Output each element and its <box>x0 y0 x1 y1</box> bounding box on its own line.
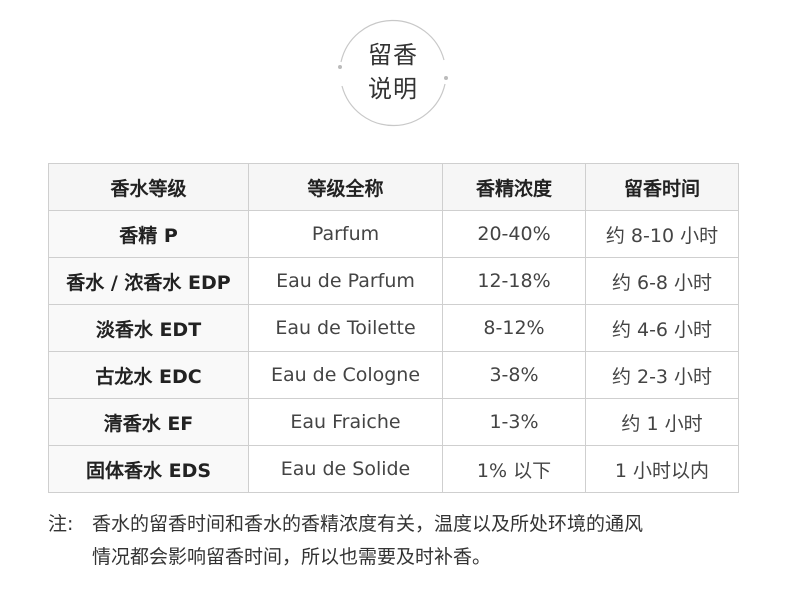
header-duration: 留香时间 <box>585 163 739 211</box>
circle-ornament <box>338 19 448 127</box>
table-row: 清香水 EF Eau Fraiche 1-3% 约 1 小时 <box>48 398 739 446</box>
badge-title: 留香 说明 <box>333 38 453 106</box>
note-label: 注: <box>48 513 74 535</box>
table-header-row: 香水等级 等级全称 香精浓度 留香时间 <box>48 163 739 211</box>
cell-grade: 香精 P <box>48 210 249 258</box>
table-row: 固体香水 EDS Eau de Solide 1% 以下 1 小时以内 <box>48 445 739 493</box>
cell-duration: 约 4-6 小时 <box>585 304 739 352</box>
cell-full-name: Parfum <box>248 210 443 258</box>
cell-full-name: Eau Fraiche <box>248 398 443 446</box>
table-row: 香水 / 浓香水 EDP Eau de Parfum 12-18% 约 6-8 小时 <box>48 257 739 305</box>
table-row: 香精 P Parfum 20-40% 约 8-10 小时 <box>48 210 739 258</box>
cell-grade: 固体香水 EDS <box>48 445 249 493</box>
cell-concentration: 3-8% <box>442 351 586 399</box>
cell-concentration: 8-12% <box>442 304 586 352</box>
cell-concentration: 20-40% <box>442 210 586 258</box>
note-line-2: 情况都会影响留香时间，所以也需要及时补香。 <box>92 546 492 568</box>
table-row: 古龙水 EDC Eau de Cologne 3-8% 约 2-3 小时 <box>48 351 739 399</box>
section-badge: 留香 说明 <box>333 12 453 132</box>
header-full-name: 等级全称 <box>248 163 443 211</box>
cell-duration: 约 2-3 小时 <box>585 351 739 399</box>
badge-line-2: 说明 <box>368 75 418 103</box>
cell-duration: 约 6-8 小时 <box>585 257 739 305</box>
note-line-1: 香水的留香时间和香水的香精浓度有关，温度以及所处环境的通风 <box>92 513 644 535</box>
badge-line-1: 留香 <box>368 41 418 69</box>
header-concentration: 香精浓度 <box>442 163 586 211</box>
table-row: 淡香水 EDT Eau de Toilette 8-12% 约 4-6 小时 <box>48 304 739 352</box>
cell-grade: 古龙水 EDC <box>48 351 249 399</box>
cell-full-name: Eau de Toilette <box>248 304 443 352</box>
cell-duration: 约 1 小时 <box>585 398 739 446</box>
cell-full-name: Eau de Solide <box>248 445 443 493</box>
note: 注: 香水的留香时间和香水的香精浓度有关，温度以及所处环境的通风 情况都会影响留… <box>48 508 643 574</box>
cell-concentration: 1-3% <box>442 398 586 446</box>
cell-full-name: Eau de Parfum <box>248 257 443 305</box>
cell-grade: 香水 / 浓香水 EDP <box>48 257 249 305</box>
cell-concentration: 1% 以下 <box>442 445 586 493</box>
cell-concentration: 12-18% <box>442 257 586 305</box>
cell-duration: 1 小时以内 <box>585 445 739 493</box>
cell-grade: 清香水 EF <box>48 398 249 446</box>
cell-duration: 约 8-10 小时 <box>585 210 739 258</box>
cell-grade: 淡香水 EDT <box>48 304 249 352</box>
cell-full-name: Eau de Cologne <box>248 351 443 399</box>
header-grade: 香水等级 <box>48 163 249 211</box>
perfume-grade-table: 香水等级 等级全称 香精浓度 留香时间 香精 P Parfum 20-40% 约 8-… <box>48 163 739 493</box>
